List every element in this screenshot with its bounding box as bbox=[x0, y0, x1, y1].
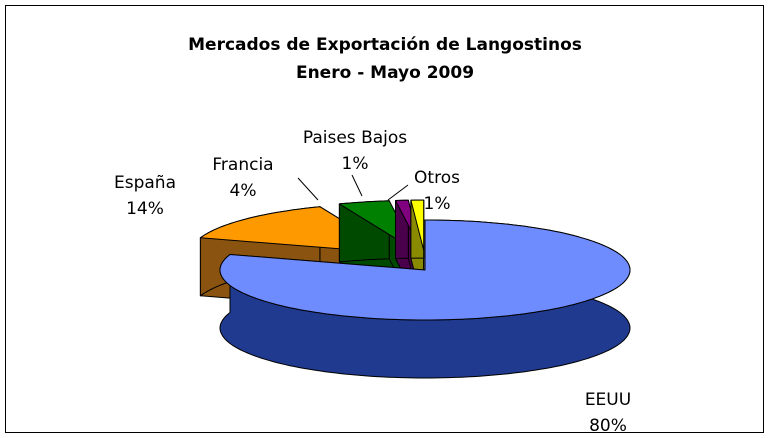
slice-value-label: 4% bbox=[230, 181, 257, 201]
pie-slice bbox=[410, 199, 425, 309]
slice-value-label: 1% bbox=[342, 154, 369, 174]
pie-slice bbox=[219, 219, 631, 379]
slice-label: EEUU bbox=[585, 390, 631, 410]
slice-value-label: 80% bbox=[589, 416, 627, 436]
slice-value-label: 1% bbox=[424, 194, 451, 214]
slice-label: Otros bbox=[414, 168, 460, 188]
leader-line bbox=[297, 177, 319, 201]
slice-label: Francia bbox=[212, 155, 273, 175]
slice-label: España bbox=[114, 173, 176, 193]
leader-line bbox=[351, 174, 363, 197]
leader-line bbox=[387, 184, 409, 201]
slice-value-label: 14% bbox=[126, 199, 164, 219]
slice-top bbox=[410, 199, 425, 251]
chart-subtitle: Enero - Mayo 2009 bbox=[296, 63, 474, 83]
slice-label: Paises Bajos bbox=[303, 128, 407, 148]
chart-title: Mercados de Exportación de Langostinos bbox=[188, 35, 582, 55]
slice-top bbox=[219, 219, 631, 321]
